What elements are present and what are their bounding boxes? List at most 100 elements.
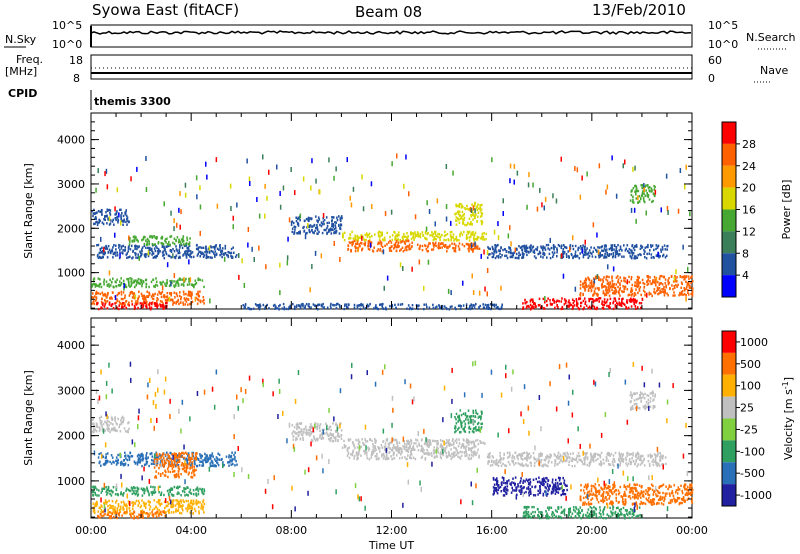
range-cell [306, 431, 309, 435]
range-cell [623, 255, 625, 258]
range-cell [471, 223, 473, 226]
range-cell [195, 452, 197, 455]
range-cell [169, 470, 172, 474]
range-cell [585, 283, 587, 287]
range-cell [160, 460, 162, 463]
range-cell [144, 301, 146, 305]
range-cell [328, 157, 330, 163]
range-cell [162, 307, 165, 310]
range-cell [114, 232, 116, 238]
range-cell [136, 300, 139, 303]
range-cell [123, 283, 125, 289]
range-cell [135, 252, 137, 255]
range-cell [116, 293, 119, 297]
range-cell [630, 256, 633, 259]
range-cell [634, 165, 636, 171]
range-cell [667, 279, 669, 282]
range-cell [685, 287, 687, 291]
range-cell [128, 304, 130, 307]
range-cell [585, 252, 587, 255]
range-cell [620, 302, 623, 306]
range-cell [119, 508, 121, 512]
range-cell [641, 246, 643, 249]
range-cell [631, 298, 633, 302]
range-cell [132, 250, 134, 253]
range-cell [685, 280, 687, 283]
range-cell [124, 296, 126, 300]
range-cell [632, 195, 634, 198]
range-cell [175, 499, 177, 502]
range-cell [187, 246, 190, 249]
range-cell [644, 246, 647, 249]
range-cell [196, 298, 199, 301]
range-cell [292, 438, 295, 441]
range-cell [209, 464, 212, 468]
range-cell [501, 303, 503, 306]
range-cell [413, 238, 415, 241]
range-cell [335, 423, 337, 427]
range-cell [105, 280, 108, 283]
range-cell [632, 251, 635, 255]
range-cell [135, 281, 138, 284]
range-cell [247, 306, 249, 310]
range-cell [140, 279, 143, 282]
range-cell [340, 223, 342, 226]
nsky-strip [90, 24, 693, 48]
range-cell [591, 284, 594, 288]
range-cell [401, 303, 404, 306]
range-cell [128, 245, 130, 248]
range-cell [108, 489, 111, 493]
range-cell [139, 282, 141, 285]
range-cell [186, 464, 189, 468]
range-cell [598, 276, 600, 279]
range-cell [595, 249, 598, 252]
range-cell [308, 219, 310, 222]
range-cell [121, 251, 123, 254]
range-cell [409, 446, 412, 449]
range-cell [346, 454, 349, 457]
range-cell [189, 491, 192, 494]
range-cell [463, 446, 465, 449]
range-cell [124, 451, 126, 454]
range-cell [303, 307, 306, 310]
range-cell [689, 211, 691, 217]
range-cell [438, 306, 441, 310]
range-cell [145, 283, 148, 286]
range-cell [371, 204, 373, 209]
range-cell [516, 256, 518, 260]
range-cell [163, 511, 166, 514]
range-cell [319, 189, 321, 195]
range-cell [443, 305, 446, 308]
range-cell [330, 302, 332, 306]
range-cell [584, 277, 587, 280]
range-cell [145, 156, 147, 161]
range-cell [340, 437, 343, 440]
range-cell [596, 294, 599, 297]
range-cell [222, 247, 224, 250]
range-cell [178, 492, 180, 495]
range-cell [456, 219, 458, 222]
range-cell [120, 297, 123, 301]
range-cell [102, 249, 104, 253]
range-cell [170, 511, 173, 514]
range-cell [156, 464, 158, 467]
range-cell [178, 485, 181, 488]
range-cell [180, 455, 182, 458]
range-cell [299, 304, 301, 307]
range-cell [435, 244, 437, 248]
range-cell [155, 245, 157, 248]
range-cell [377, 248, 380, 251]
range-cell [440, 443, 442, 446]
range-cell [465, 237, 468, 241]
range-cell [112, 427, 115, 430]
range-cell [147, 239, 150, 242]
range-cell [101, 302, 103, 305]
range-cell [180, 473, 182, 476]
range-cell [635, 243, 638, 247]
range-cell [473, 236, 475, 239]
range-cell [418, 259, 421, 265]
range-cell [546, 256, 548, 259]
range-cell [681, 276, 683, 279]
range-cell [215, 465, 217, 468]
